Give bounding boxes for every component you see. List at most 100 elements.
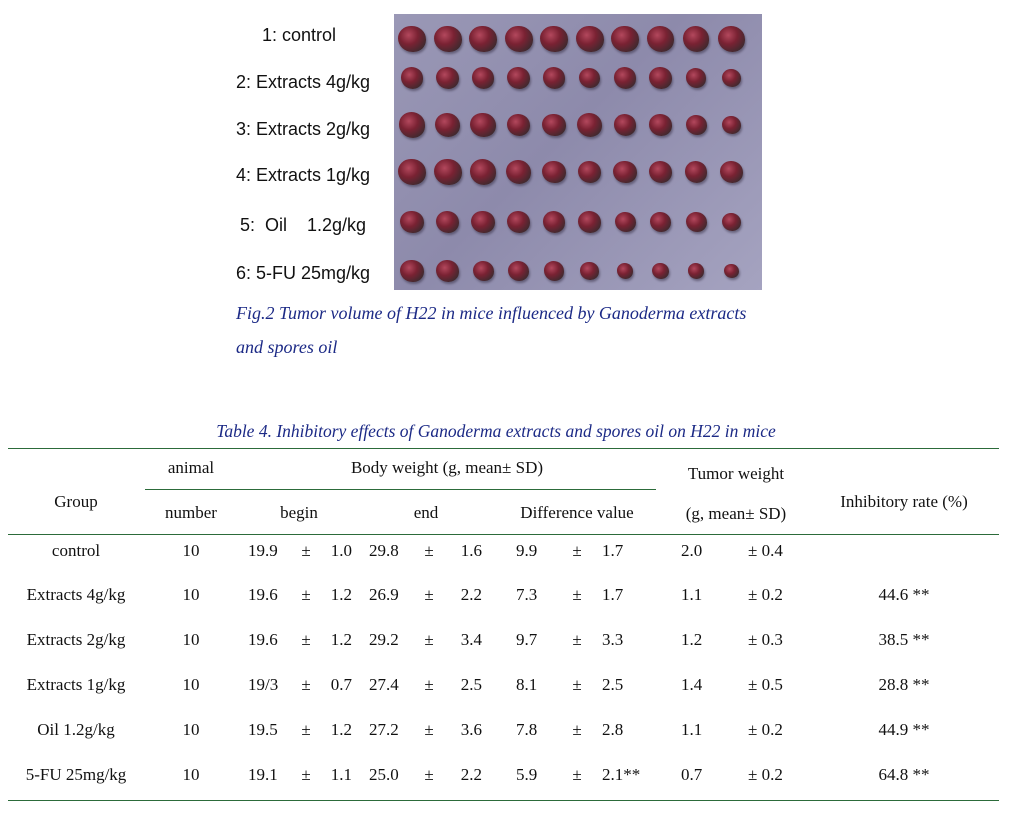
cell-begin-sd: 0.7 <box>330 675 352 694</box>
tumor-sample <box>398 158 426 186</box>
tumor-sample <box>543 261 565 281</box>
cell-begin-mean: 19.6 <box>248 630 278 649</box>
tumor-sample <box>614 212 636 232</box>
cell-diff-mean: 7.3 <box>516 585 538 604</box>
tumor-sample <box>433 158 462 186</box>
cell-end-mean: 26.9 <box>369 585 399 604</box>
cell-tumor-mean: 1.1 <box>681 720 703 739</box>
tumor-sample <box>542 67 566 89</box>
cell-number: 10 <box>182 585 200 604</box>
cell-diff-pm: ± <box>572 765 582 784</box>
cell-inhibitory-rate: 28.8 ** <box>878 675 930 694</box>
tumor-sample <box>400 210 424 234</box>
cell-group: Oil 1.2g/kg <box>37 720 115 739</box>
tumor-sample <box>649 114 672 136</box>
tumor-sample <box>436 260 459 282</box>
cell-begin-sd: 1.2 <box>330 585 352 604</box>
tumor-sample <box>506 210 531 234</box>
tumor-sample <box>433 25 462 53</box>
cell-end-mean: 25.0 <box>369 765 399 784</box>
figure-label-4: 4: Extracts 1g/kg <box>236 165 371 185</box>
tumor-sample <box>718 26 745 52</box>
cell-end-pm: ± <box>424 765 434 784</box>
cell-begin-pm: ± <box>301 630 311 649</box>
cell-end-pm: ± <box>424 630 434 649</box>
cell-begin-mean: 19.6 <box>248 585 278 604</box>
cell-begin-sd: 1.2 <box>330 630 352 649</box>
cell-tumor-sd: ± 0.2 <box>748 765 783 784</box>
cell-group: Extracts 2g/kg <box>26 630 126 649</box>
tumor-sample <box>616 263 634 279</box>
figure-label-3: 3: Extracts 2g/kg <box>236 119 371 139</box>
tumor-sample <box>647 26 674 52</box>
tumor-sample <box>721 68 741 88</box>
tumor-sample <box>578 211 601 233</box>
tumor-sample <box>540 25 568 53</box>
cell-inhibitory-rate: 38.5 ** <box>878 630 930 649</box>
tumor-sample <box>652 263 669 279</box>
cell-group: Extracts 4g/kg <box>26 585 126 604</box>
tumor-sample <box>435 210 460 234</box>
header-animal: animal <box>167 458 215 477</box>
tumor-sample <box>649 67 672 89</box>
tumor-sample <box>613 67 637 89</box>
cell-begin-mean: 19.9 <box>248 541 278 560</box>
cell-diff-sd: 2.5 <box>602 675 624 694</box>
tumor-sample <box>684 161 708 183</box>
tumor-sample <box>613 114 637 136</box>
cell-diff-sd: 1.7 <box>602 541 624 560</box>
header-difference: Difference value <box>520 503 634 522</box>
tumor-sample <box>470 113 496 137</box>
cell-diff-sd: 1.7 <box>602 585 624 604</box>
tumor-sample <box>542 160 566 184</box>
tumor-sample <box>508 261 529 281</box>
cell-end-pm: ± <box>424 541 434 560</box>
figure-label-1: 1: control <box>262 25 337 45</box>
cell-tumor-sd: ± 0.4 <box>748 541 783 560</box>
cell-diff-mean: 9.9 <box>516 541 538 560</box>
tumor-sample <box>723 263 740 279</box>
tumor-sample <box>611 25 639 53</box>
cell-end-mean: 27.4 <box>369 675 399 694</box>
cell-diff-pm: ± <box>572 720 582 739</box>
tumor-sample <box>471 210 495 234</box>
header-number: number <box>165 503 217 522</box>
cell-number: 10 <box>182 720 200 739</box>
cell-begin-pm: ± <box>301 541 311 560</box>
tumor-sample <box>471 67 495 89</box>
header-inhibitory-rate: Inhibitory rate (%) <box>840 492 968 511</box>
tumor-sample <box>721 212 742 232</box>
tumor-sample <box>398 112 426 138</box>
tumor-sample <box>650 212 671 232</box>
cell-end-sd: 2.2 <box>460 765 482 784</box>
cell-number: 10 <box>182 675 200 694</box>
cell-number: 10 <box>182 630 200 649</box>
tumor-sample <box>436 67 459 89</box>
cell-diff-sd: 2.1** <box>602 765 641 784</box>
tumor-sample <box>542 113 566 137</box>
cell-end-pm: ± <box>424 675 434 694</box>
cell-end-mean: 27.2 <box>369 720 399 739</box>
header-tumor-weight: Tumor weight <box>687 464 785 483</box>
cell-diff-pm: ± <box>572 675 582 694</box>
cell-diff-sd: 3.3 <box>602 630 624 649</box>
tumor-sample <box>400 259 424 283</box>
cell-end-sd: 3.4 <box>460 630 482 649</box>
tumor-sample <box>613 160 637 184</box>
tumor-sample <box>434 113 461 137</box>
cell-tumor-mean: 1.1 <box>681 585 703 604</box>
tumor-sample <box>576 113 603 137</box>
tumor-sample <box>507 67 530 89</box>
figure-label-2: 2: Extracts 4g/kg <box>236 72 371 92</box>
cell-inhibitory-rate: 44.9 ** <box>878 720 930 739</box>
cell-tumor-sd: ± 0.5 <box>748 675 783 694</box>
tumor-sample <box>720 161 743 183</box>
cell-begin-mean: 19.5 <box>248 720 278 739</box>
cell-tumor-sd: ± 0.2 <box>748 585 783 604</box>
cell-diff-mean: 8.1 <box>516 675 538 694</box>
tumor-sample <box>505 160 532 184</box>
cell-tumor-sd: ± 0.2 <box>748 720 783 739</box>
tumor-photo <box>394 14 762 290</box>
cell-begin-mean: 19.1 <box>248 765 278 784</box>
tumor-sample <box>472 261 494 281</box>
